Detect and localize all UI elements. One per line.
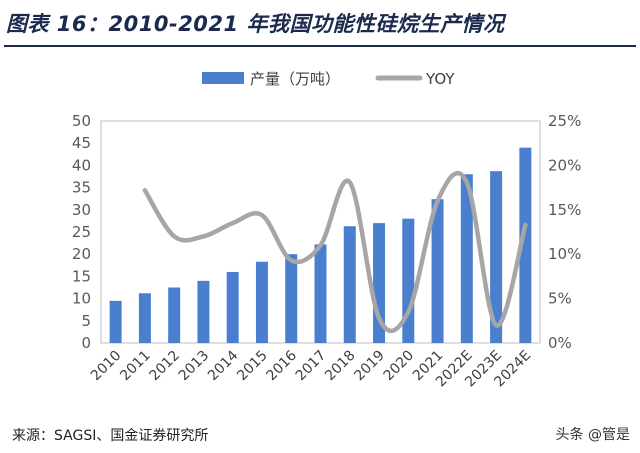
left-axis-tick-label: 20 (72, 245, 91, 263)
left-axis-tick-label: 25 (72, 223, 91, 241)
x-axis-tick-label: 2018 (322, 348, 359, 385)
x-axis-tick-label: 2016 (264, 347, 301, 384)
bar (197, 280, 210, 343)
right-axis-tick-label: 15% (548, 201, 581, 219)
right-axis-tick-label: 0% (548, 334, 572, 352)
chart-area: 0 5 10 15 20 25 30 35 40 45 50 0% 5% 10% 15% 20% 25% 2010… (72, 70, 581, 390)
bar (460, 174, 473, 343)
x-axis-tick-label: 2011 (117, 348, 154, 385)
watermark: 头条 @管是 (555, 427, 630, 443)
bar (343, 226, 356, 343)
left-axis-tick-label: 30 (72, 201, 91, 219)
right-axis-tick-label: 25% (548, 112, 581, 130)
bar (519, 147, 532, 343)
bar (226, 271, 239, 343)
x-axis-tick-label: 2019 (351, 348, 388, 385)
x-axis-tick-label: 2012 (146, 348, 183, 385)
left-axis-tick-label: 50 (72, 112, 91, 130)
bar (490, 171, 503, 343)
bar (255, 261, 268, 343)
bar (138, 293, 151, 343)
bar (285, 254, 298, 343)
x-axis-tick-label: 2010 (88, 348, 125, 385)
right-axis-tick-label: 20% (548, 156, 581, 174)
left-axis-tick-label: 35 (72, 179, 91, 197)
x-axis-tick-label: 2020 (381, 348, 418, 385)
legend-label-bar: 产量（万吨） (250, 70, 340, 88)
yoy-line (142, 170, 528, 334)
right-axis-tick-label: 10% (548, 245, 581, 263)
x-axis-tick-label: 2015 (234, 348, 271, 385)
x-axis-tick-label: 2013 (176, 348, 213, 385)
bar (109, 300, 122, 343)
left-axis-tick-label: 0 (81, 334, 91, 352)
title-divider (4, 45, 636, 47)
left-axis-tick-label: 45 (72, 134, 91, 152)
x-axis-tick-label: 2014 (205, 347, 242, 384)
right-axis-tick-label: 5% (548, 290, 572, 308)
legend-swatch-bar (202, 72, 244, 84)
left-axis-tick-label: 15 (72, 267, 91, 285)
bar (402, 218, 415, 343)
legend-label-line: YOY (425, 70, 455, 88)
left-axis-tick-label: 40 (72, 156, 91, 174)
bar (168, 287, 181, 343)
chart-title: 图表 16：2010-2021 年我国功能性硅烷生产情况 (6, 12, 505, 36)
bar (431, 199, 444, 343)
source-note: 来源：SAGSI、国金证券研究所 (12, 428, 209, 444)
x-axis-tick-label: 2017 (293, 348, 330, 385)
bar (314, 244, 327, 343)
left-axis-tick-label: 5 (81, 312, 91, 330)
left-axis-tick-label: 10 (72, 290, 91, 308)
